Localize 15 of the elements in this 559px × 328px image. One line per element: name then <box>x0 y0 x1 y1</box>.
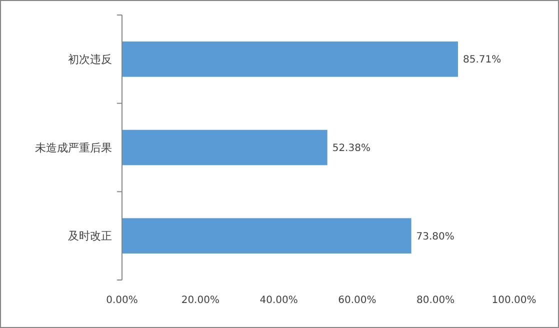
bar <box>122 130 328 166</box>
x-tick-label: 20.00% <box>181 295 220 306</box>
bar <box>122 218 412 254</box>
bar <box>122 42 458 77</box>
data-label: 52.38% <box>332 143 370 154</box>
x-tick-label: 60.00% <box>338 295 376 306</box>
y-tick-label: 未造成严重后果 <box>35 141 112 154</box>
x-tick-label: 100.00% <box>492 295 536 306</box>
data-label: 73.80% <box>416 231 454 242</box>
x-tick-label: 40.00% <box>260 295 298 306</box>
x-tick-label: 0.00% <box>106 295 138 306</box>
y-tick-label: 初次违反 <box>68 53 112 66</box>
data-label: 85.71% <box>462 54 502 66</box>
x-tick-label: 80.00% <box>416 295 455 306</box>
y-tick-label: 及时改正 <box>68 230 112 243</box>
